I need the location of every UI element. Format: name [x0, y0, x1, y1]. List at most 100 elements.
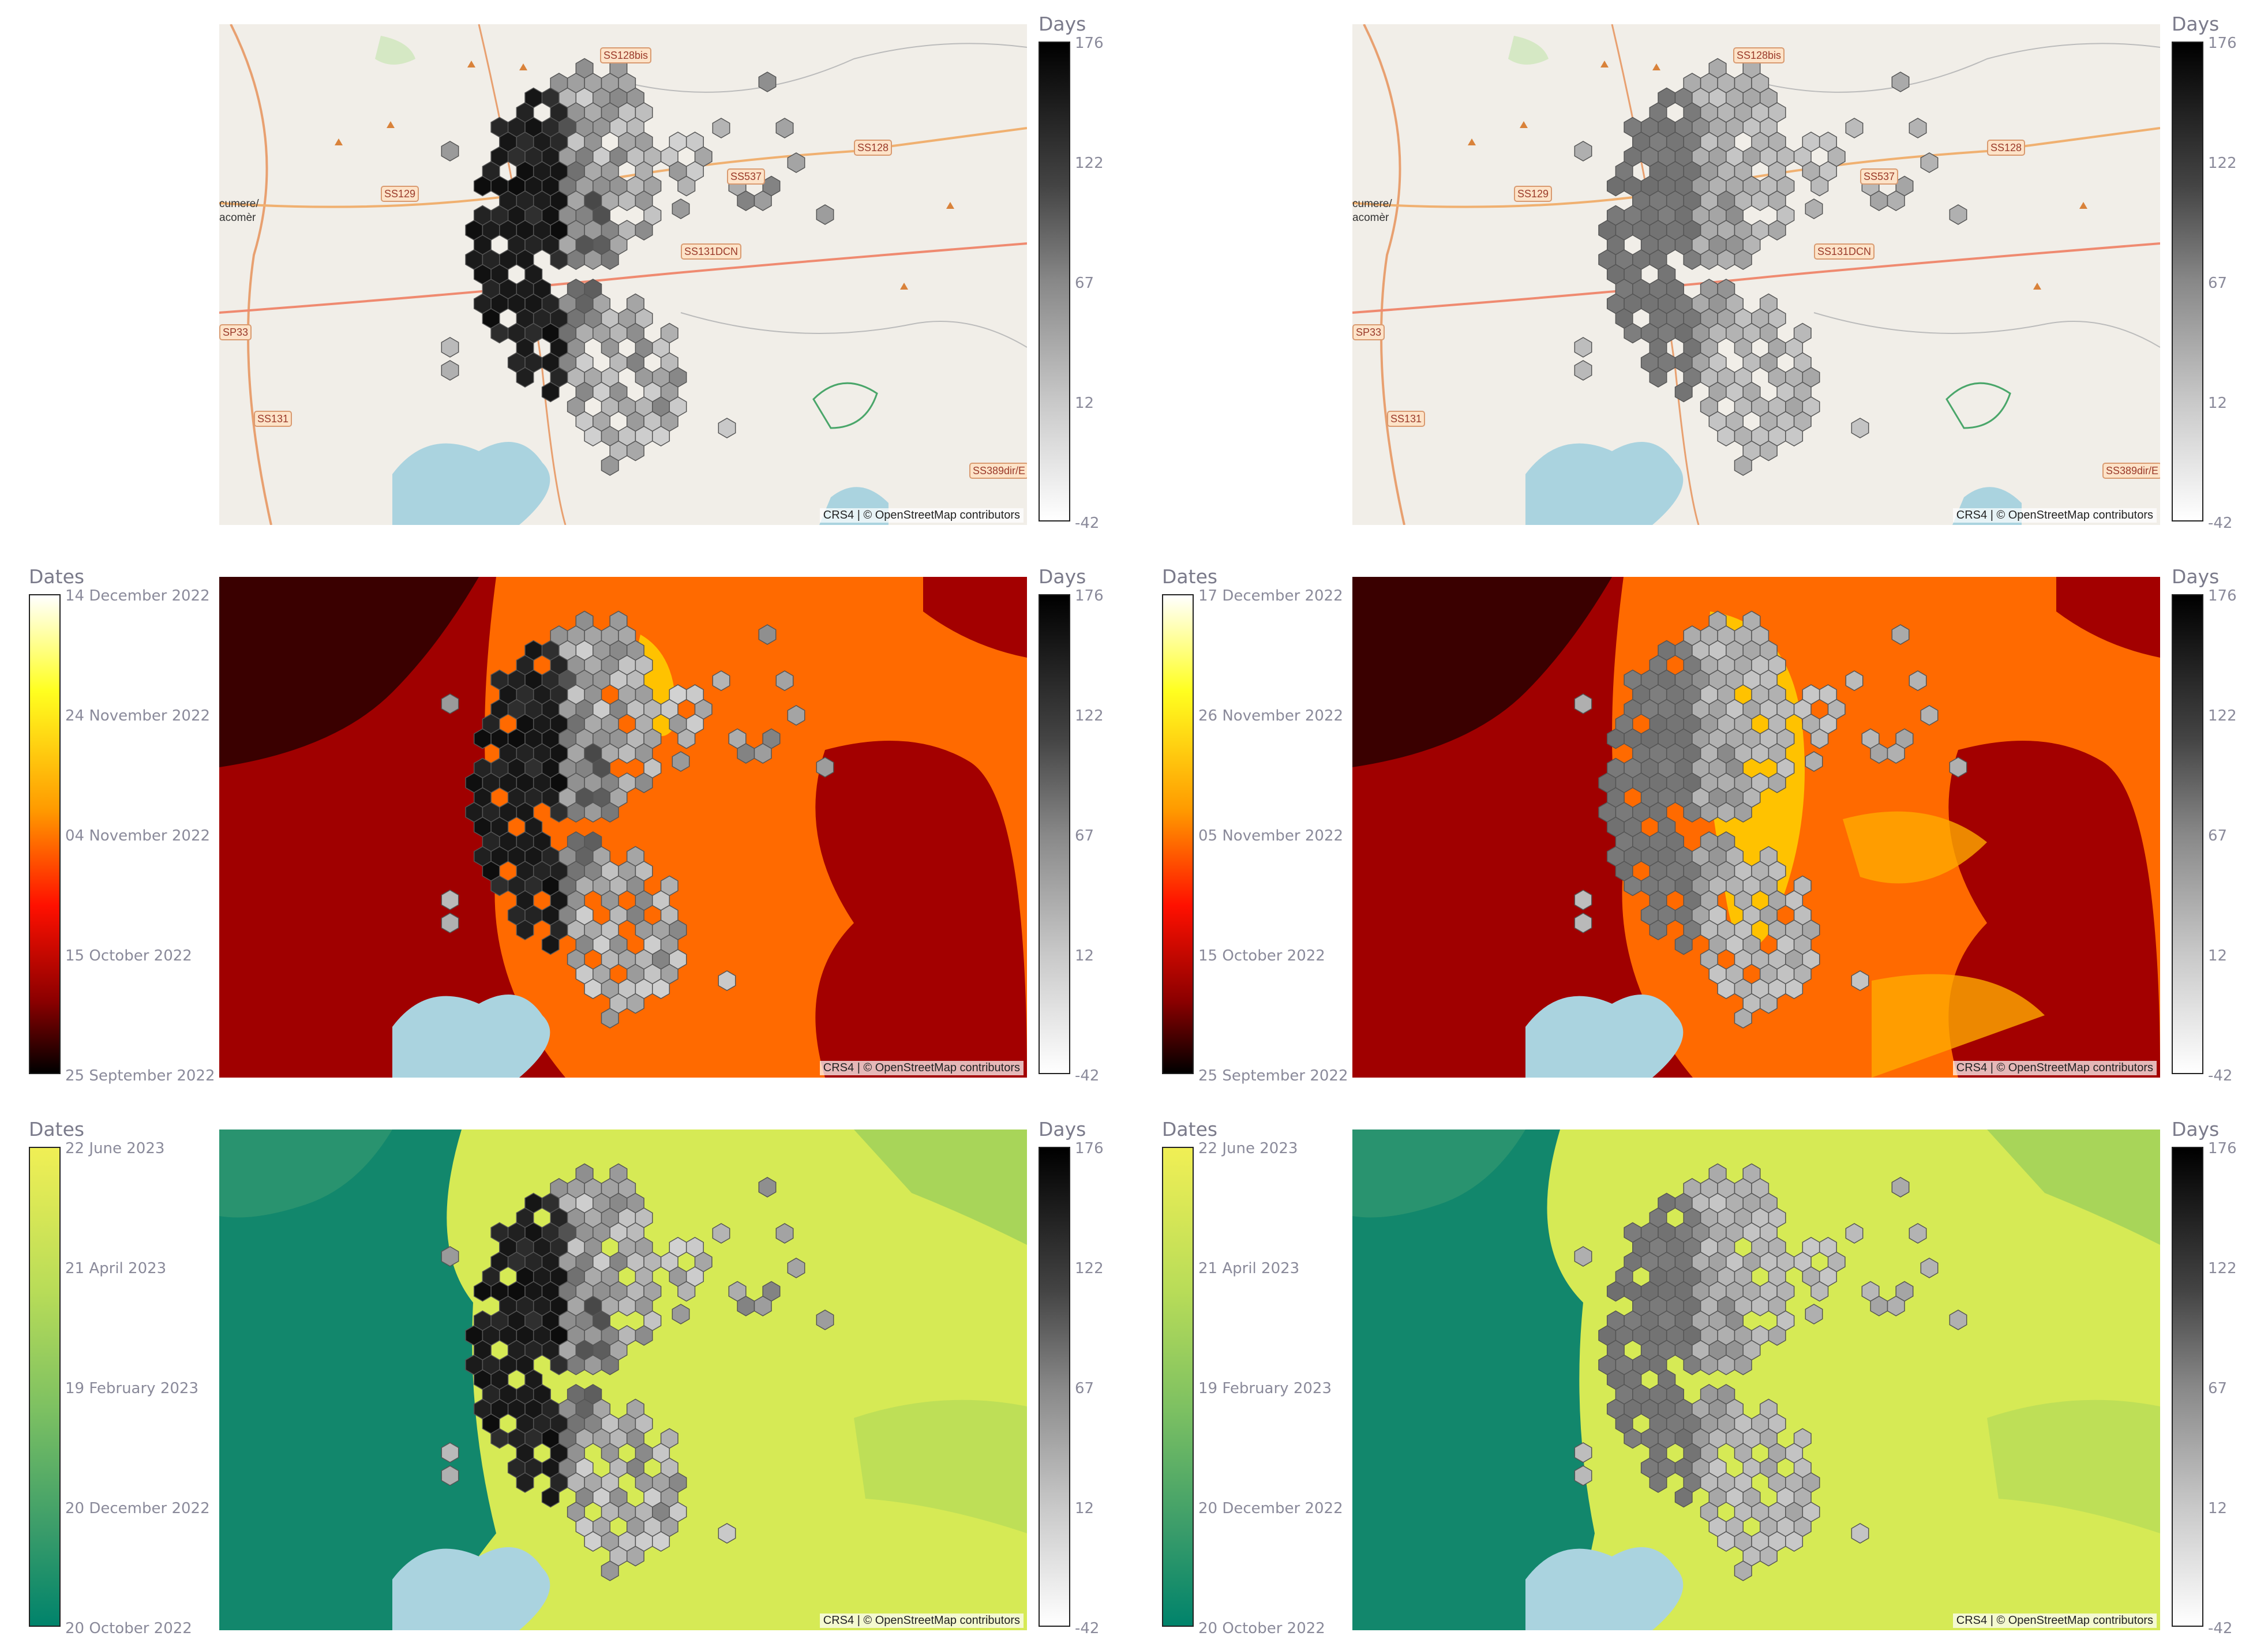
hex-cell[interactable] — [1845, 670, 1864, 691]
hex-cell[interactable] — [1742, 787, 1761, 808]
hex-cell[interactable] — [1726, 87, 1744, 108]
hex-cell[interactable] — [1574, 360, 1592, 381]
hex-cell[interactable] — [441, 337, 459, 358]
hex-cell[interactable] — [601, 1296, 619, 1316]
hex-cell[interactable] — [652, 1531, 670, 1552]
hex-cell[interactable] — [635, 772, 653, 793]
hex-cell[interactable] — [712, 118, 730, 138]
hex-cell[interactable] — [1734, 1296, 1752, 1316]
hex-cell[interactable] — [816, 1309, 834, 1330]
hex-cell[interactable] — [1674, 1487, 1693, 1508]
hex-cell[interactable] — [516, 1472, 534, 1493]
hex-cell[interactable] — [601, 1008, 619, 1029]
hex-cell[interactable] — [1920, 1258, 1939, 1278]
hex-cell[interactable] — [1845, 1223, 1864, 1244]
hex-cell[interactable] — [1606, 1281, 1625, 1302]
hex-cell[interactable] — [1805, 751, 1823, 772]
hex-cell[interactable] — [541, 934, 560, 955]
hex-cell[interactable] — [626, 440, 644, 461]
hex-cell[interactable] — [601, 743, 619, 764]
hex-cell[interactable] — [1949, 757, 1967, 778]
map-canvas[interactable] — [1352, 577, 2160, 1078]
hex-cell[interactable] — [567, 249, 585, 270]
hex-cell[interactable] — [677, 728, 696, 749]
hex-cell[interactable] — [618, 132, 636, 152]
hex-cell[interactable] — [1851, 1523, 1869, 1544]
hex-cell[interactable] — [1891, 72, 1910, 92]
hex-cell[interactable] — [1683, 249, 1701, 270]
hex-cell[interactable] — [1870, 1296, 1888, 1316]
map-canvas[interactable] — [219, 1130, 1027, 1630]
hex-cell[interactable] — [490, 875, 509, 896]
hex-cell[interactable] — [1717, 1354, 1735, 1375]
hex-cell[interactable] — [1734, 1008, 1752, 1029]
hex-cell[interactable] — [473, 1281, 492, 1302]
hex-cell[interactable] — [775, 1223, 794, 1244]
hex-cell[interactable] — [1870, 190, 1888, 211]
hex-cell[interactable] — [1851, 970, 1869, 991]
hex-cell[interactable] — [618, 190, 636, 211]
map-canvas[interactable] — [1352, 24, 2160, 525]
hex-cell[interactable] — [1606, 175, 1625, 197]
hex-cell[interactable] — [584, 426, 602, 446]
hex-cell[interactable] — [550, 249, 568, 270]
hex-cell[interactable] — [1768, 1325, 1786, 1346]
hex-cell[interactable] — [635, 655, 653, 676]
hex-cell[interactable] — [441, 141, 459, 162]
hex-cell[interactable] — [1708, 87, 1727, 108]
hex-cell[interactable] — [593, 1192, 610, 1214]
hex-cell[interactable] — [1574, 1246, 1592, 1267]
hex-cell[interactable] — [618, 1296, 636, 1316]
hex-cell[interactable] — [1887, 190, 1905, 211]
hex-cell[interactable] — [567, 1237, 585, 1258]
hex-cell[interactable] — [1574, 913, 1592, 933]
hex-cell[interactable] — [753, 1296, 772, 1316]
hex-cell[interactable] — [626, 1545, 644, 1567]
hex-cell[interactable] — [1949, 204, 1967, 225]
hex-cell[interactable] — [1759, 1545, 1778, 1567]
hex-cell[interactable] — [441, 360, 459, 381]
hex-cell[interactable] — [516, 367, 534, 388]
hex-cell[interactable] — [593, 87, 610, 108]
hex-cell[interactable] — [718, 1523, 736, 1544]
hex-cell[interactable] — [1891, 1177, 1910, 1198]
hex-cell[interactable] — [1768, 772, 1786, 793]
hex-cell[interactable] — [672, 751, 690, 772]
hex-cell[interactable] — [816, 757, 834, 778]
hex-cell[interactable] — [441, 1246, 459, 1267]
hex-cell[interactable] — [1692, 1192, 1710, 1214]
hex-cell[interactable] — [567, 802, 585, 823]
hex-cell[interactable] — [1751, 655, 1770, 676]
hex-cell[interactable] — [1751, 190, 1770, 211]
map-canvas[interactable] — [1352, 1130, 2160, 1630]
hex-cell[interactable] — [1785, 978, 1804, 999]
hex-cell[interactable] — [1751, 743, 1770, 764]
hex-cell[interactable] — [1751, 132, 1770, 152]
hex-cell[interactable] — [1717, 978, 1735, 999]
hex-cell[interactable] — [1887, 1296, 1905, 1316]
hex-cell[interactable] — [787, 1258, 805, 1278]
hex-cell[interactable] — [1717, 426, 1735, 446]
hex-cell[interactable] — [584, 1531, 602, 1552]
hex-cell[interactable] — [635, 1207, 653, 1228]
hex-cell[interactable] — [775, 670, 794, 691]
hex-cell[interactable] — [1751, 1237, 1770, 1258]
hex-cell[interactable] — [1759, 440, 1778, 461]
hex-cell[interactable] — [787, 705, 805, 726]
hex-cell[interactable] — [775, 118, 794, 138]
hex-cell[interactable] — [473, 175, 492, 197]
hex-cell[interactable] — [575, 1192, 594, 1214]
hex-cell[interactable] — [1726, 1192, 1744, 1214]
hex-cell[interactable] — [473, 728, 492, 749]
hex-cell[interactable] — [575, 640, 594, 661]
hex-cell[interactable] — [601, 1560, 619, 1581]
hex-cell[interactable] — [1768, 1207, 1786, 1228]
hex-cell[interactable] — [1649, 920, 1667, 940]
hex-cell[interactable] — [1751, 1296, 1770, 1316]
hex-cell[interactable] — [1742, 234, 1761, 256]
hex-cell[interactable] — [1700, 132, 1718, 152]
hex-cell[interactable] — [1785, 426, 1804, 446]
hex-cell[interactable] — [1759, 993, 1778, 1014]
hex-cell[interactable] — [1692, 87, 1710, 108]
hex-cell[interactable] — [1851, 418, 1869, 438]
